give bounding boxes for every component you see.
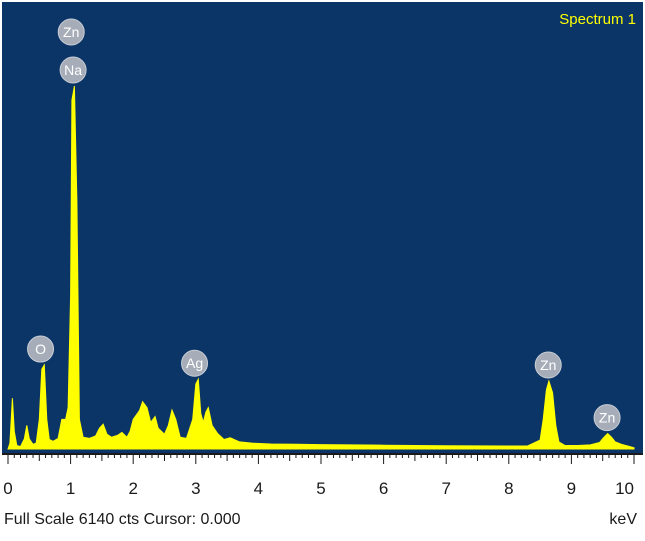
peak-label-na: Na <box>59 56 87 84</box>
x-tick-label: 4 <box>254 479 263 498</box>
x-tick-label: 3 <box>191 479 200 498</box>
x-tick-label: 7 <box>441 479 450 498</box>
peak-label-text: Zn <box>540 357 556 373</box>
x-tick-label: 5 <box>316 479 325 498</box>
x-tick-label: 10 <box>615 479 634 498</box>
full-scale-readout: Full Scale 6140 cts Cursor: 0.000 <box>4 511 241 528</box>
peak-label-ag: Ag <box>181 349 209 377</box>
peak-label-text: Zn <box>63 24 79 40</box>
peak-label-text: Na <box>64 62 82 78</box>
peak-label-text: Ag <box>186 355 203 371</box>
peak-label-zn: Zn <box>57 18 85 46</box>
peak-marker <box>534 351 562 379</box>
peak-label-zn: Zn <box>593 404 621 432</box>
spectrum-series <box>7 85 635 450</box>
x-axis: 0 1 2 3 4 5 6 7 8 9 10 <box>3 454 635 498</box>
x-tick-label: 8 <box>504 479 513 498</box>
peak-label-text: Zn <box>599 410 615 426</box>
x-tick-label: 2 <box>128 479 137 498</box>
x-tick-label: 1 <box>66 479 75 498</box>
peak-marker <box>57 18 85 46</box>
x-tick-label: 9 <box>567 479 576 498</box>
peak-marker <box>59 56 87 84</box>
peak-marker <box>181 349 209 377</box>
spectrum-title: Spectrum 1 <box>559 11 636 28</box>
plot-background <box>2 2 643 454</box>
peak-labels: Zn Na O Ag Zn Zn <box>27 18 621 432</box>
peak-label-o: O <box>27 335 55 363</box>
x-tick-label: 6 <box>379 479 388 498</box>
unit-label: keV <box>609 511 637 528</box>
spectrum-layer <box>7 85 635 450</box>
x-tick-label: 0 <box>3 479 12 498</box>
peak-label-zn: Zn <box>534 351 562 379</box>
peak-marker <box>27 335 55 363</box>
peak-marker <box>593 404 621 432</box>
peak-label-text: O <box>35 341 46 357</box>
